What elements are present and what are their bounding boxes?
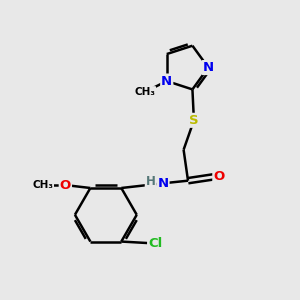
Text: O: O xyxy=(213,170,225,183)
Text: O: O xyxy=(60,178,71,192)
Text: H: H xyxy=(146,175,156,188)
Text: S: S xyxy=(189,114,199,127)
Text: Cl: Cl xyxy=(148,236,163,250)
Text: N: N xyxy=(203,61,214,74)
Text: CH₃: CH₃ xyxy=(32,180,53,190)
Text: N: N xyxy=(158,177,169,190)
Text: N: N xyxy=(161,75,172,88)
Text: CH₃: CH₃ xyxy=(134,87,155,97)
